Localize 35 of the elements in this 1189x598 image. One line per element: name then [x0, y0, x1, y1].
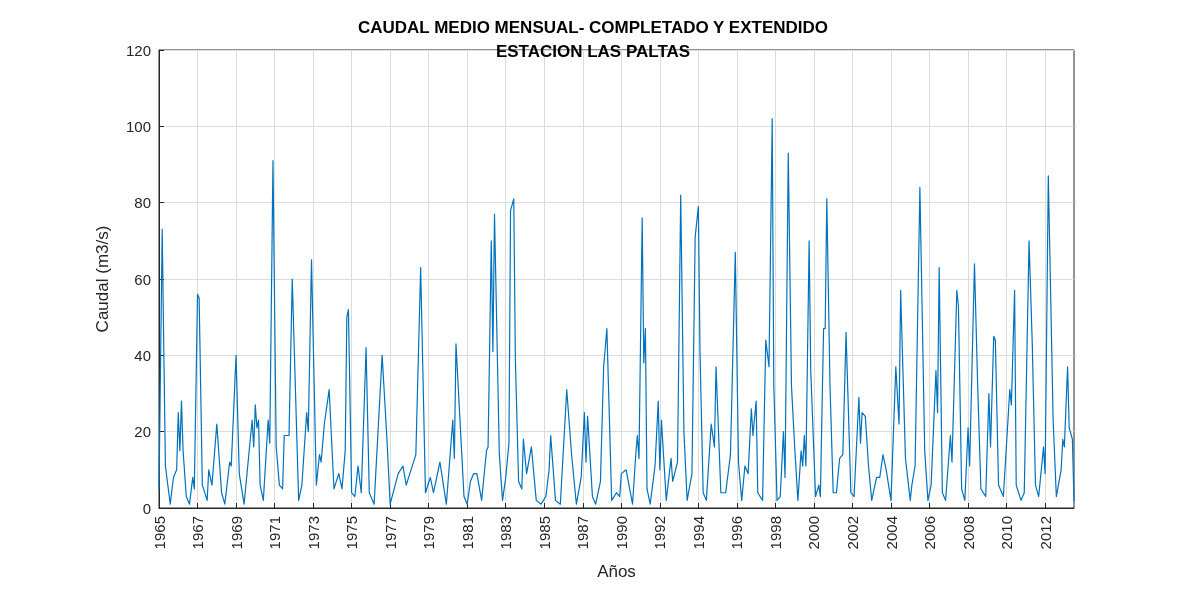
x-tick-label: 1969 [227, 516, 245, 550]
chart-title: CAUDAL MEDIO MENSUAL- COMPLETADO Y EXTENDIDO ESTACION LAS PALTAS [357, 17, 829, 61]
line-series [158, 118, 1075, 505]
y-tick-label: 20 [134, 423, 151, 441]
x-tick-label: 1977 [381, 516, 399, 550]
y-tick-label: 80 [134, 194, 151, 212]
x-tick-label: 1987 [574, 516, 592, 550]
x-tick-label: 2006 [921, 516, 939, 550]
y-axis-title: Caudal (m3/s) [93, 225, 112, 333]
x-tick-label: 1996 [728, 516, 746, 550]
x-tick-label: 1967 [189, 516, 207, 550]
y-tick-label: 40 [134, 346, 151, 364]
x-tick-label: 1994 [689, 516, 707, 550]
y-tick-label: 0 [142, 499, 151, 517]
x-tick-label: 2002 [843, 516, 861, 550]
x-tick-label: 1990 [612, 516, 630, 550]
x-tick-label: 2012 [1036, 516, 1054, 550]
y-tick-label: 100 [125, 117, 151, 135]
x-tick-label: 2010 [998, 516, 1016, 550]
y-tick-label: 60 [134, 270, 151, 288]
y-tick-label: 120 [125, 41, 151, 59]
x-tick-label: 2004 [882, 516, 900, 550]
x-tick-label: 2000 [805, 516, 823, 550]
x-tick-label: 1971 [266, 516, 284, 550]
x-tick-label: 1981 [458, 516, 476, 550]
x-tick-label: 1979 [420, 516, 438, 550]
x-tick-label: 1973 [304, 516, 322, 550]
x-tick-label: 1985 [535, 516, 553, 550]
x-tick-label: 2008 [959, 516, 977, 550]
x-tick-label: 1992 [651, 516, 669, 550]
x-tick-label: 1965 [150, 516, 168, 550]
x-tick-label: 1975 [343, 516, 361, 550]
x-tick-label: 1998 [766, 516, 784, 550]
x-axis-title: Años [597, 562, 636, 581]
x-tick-label: 1983 [497, 516, 515, 550]
